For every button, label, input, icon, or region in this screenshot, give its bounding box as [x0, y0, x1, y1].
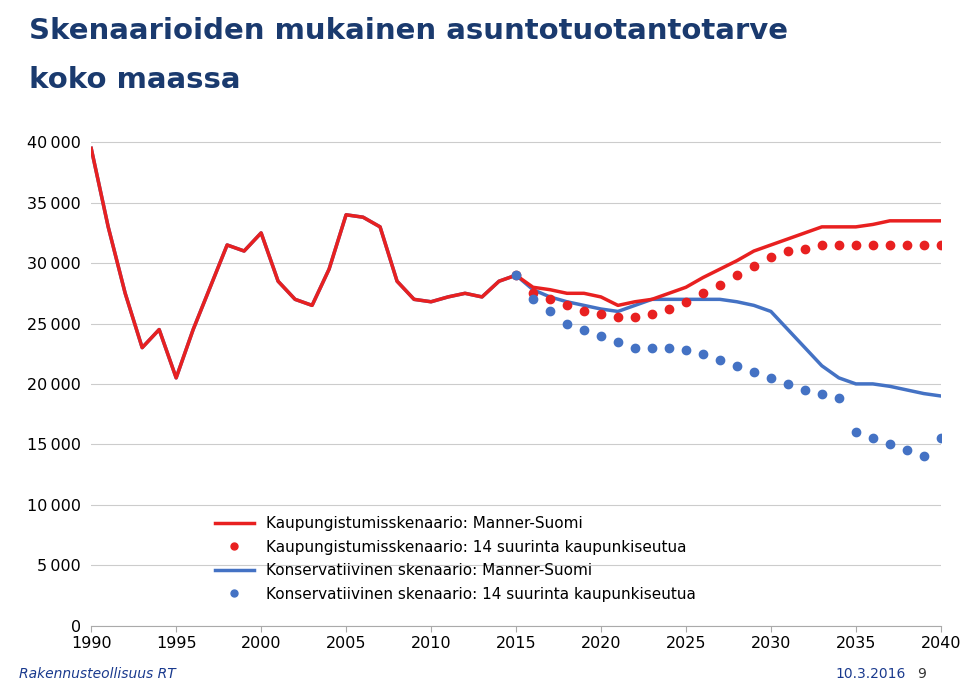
Text: Rakennusteollisuus RT: Rakennusteollisuus RT: [19, 667, 176, 681]
Text: Skenaarioiden mukainen asuntotuotantotarve: Skenaarioiden mukainen asuntotuotantotar…: [29, 17, 788, 45]
Text: 10.3.2016: 10.3.2016: [835, 667, 905, 681]
Text: koko maassa: koko maassa: [29, 66, 240, 94]
Text: 9: 9: [917, 667, 925, 681]
Legend: Kaupungistumisskenaario: Manner-Suomi, Kaupungistumisskenaario: 14 suurinta kaup: Kaupungistumisskenaario: Manner-Suomi, K…: [209, 510, 702, 607]
